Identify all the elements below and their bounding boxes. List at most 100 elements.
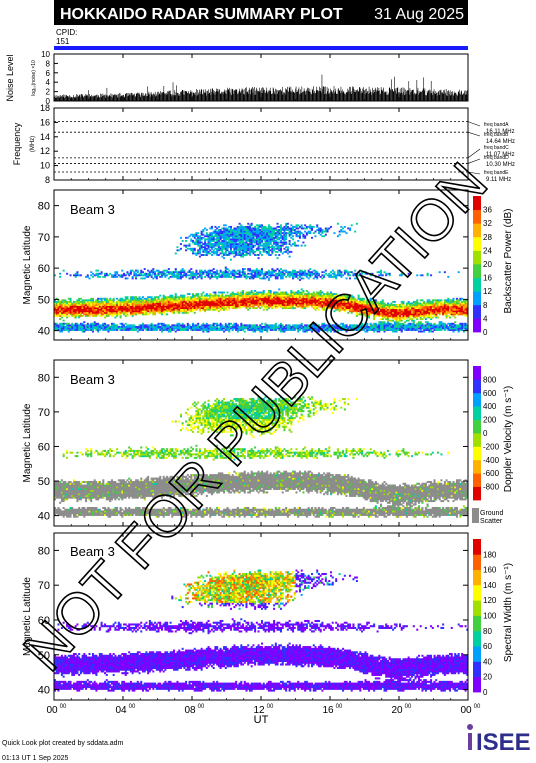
data-cell [462,313,465,316]
data-cell [126,308,129,311]
data-cell [455,307,458,310]
data-cell [64,313,67,316]
data-cell [264,324,267,327]
data-cell [123,308,126,311]
data-cell [428,325,431,328]
data-cell [160,325,163,328]
data-cell [412,307,415,310]
data-cell [264,327,267,330]
data-cell [252,330,255,333]
data-cell [152,325,155,328]
data-cell [141,305,144,308]
data-cell [183,329,186,331]
data-cell [399,310,402,313]
data-cell [157,322,160,325]
data-cell [205,308,208,311]
data-cell [60,308,63,311]
data-cell [248,325,251,328]
data-cell [454,308,457,311]
data-cell [259,327,262,330]
data-cell [386,315,389,317]
data-cell [386,325,389,328]
data-cell [407,307,410,310]
data-cell [343,307,346,310]
frequency-axis-label: Frequency [12,122,22,165]
data-cell [371,324,374,327]
data-cell [462,310,465,313]
data-cell [400,322,403,325]
data-cell [326,324,329,327]
data-cell [162,327,165,330]
data-cell [59,329,62,331]
data-cell [71,324,74,327]
data-cell [197,325,200,328]
data-cell [60,329,63,331]
data-cell [79,310,82,313]
data-cell [380,327,383,330]
data-cell [302,307,305,310]
data-cell [176,310,179,313]
data-cell [393,325,396,328]
data-cell [160,308,163,311]
data-cell [295,324,298,327]
data-cell [424,321,427,324]
data-cell [181,325,184,328]
data-cell [98,311,101,314]
data-cell [247,291,250,294]
data-cell [388,307,391,310]
data-cell [466,315,469,317]
data-cell [119,322,122,325]
data-cell [164,327,167,330]
data-cell [274,307,277,310]
frequency-band-name: freq bandD [484,155,509,161]
data-cell [90,305,93,308]
data-cell [461,327,464,330]
data-cell [202,327,205,330]
data-cell [85,311,88,314]
data-cell [85,305,88,308]
data-cell [72,274,75,277]
data-cell [85,308,88,311]
data-cell [98,329,101,331]
data-cell [416,299,419,302]
data-cell [104,311,107,314]
data-cell [335,307,338,310]
data-cell [302,327,305,330]
data-cell [95,299,98,302]
data-cell [202,291,205,294]
data-cell [171,329,174,331]
data-cell [85,313,88,316]
data-cell [347,307,350,310]
data-cell [440,327,443,330]
data-cell [380,310,383,313]
data-cell [121,327,124,330]
data-cell [390,327,393,330]
data-cell [135,313,138,316]
data-cell [124,310,127,313]
data-cell [114,305,117,308]
data-cell [366,322,369,325]
data-cell [76,308,79,311]
data-cell [145,310,148,313]
data-cell [412,329,415,331]
data-cell [419,315,422,317]
data-cell [55,315,58,317]
data-cell [145,327,148,330]
data-cell [214,291,217,294]
data-cell [57,305,60,308]
data-cell [143,327,146,330]
data-cell [123,313,126,316]
data-cell [412,310,415,313]
data-cell [74,324,77,327]
data-cell [449,325,452,328]
data-cell [297,325,300,328]
data-cell [138,325,141,328]
data-cell [133,310,136,313]
data-cell [421,318,424,320]
data-cell [136,297,139,300]
data-cell [174,307,177,310]
frequency-y-tick-label: 12 [40,146,50,156]
data-cell [124,311,127,314]
data-cell [443,307,446,310]
data-cell [97,310,100,313]
